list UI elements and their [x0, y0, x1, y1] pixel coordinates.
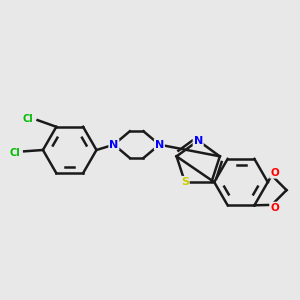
Text: N: N — [194, 136, 203, 146]
Text: O: O — [270, 168, 279, 178]
Text: S: S — [181, 177, 189, 187]
Text: Cl: Cl — [9, 148, 20, 158]
Text: Cl: Cl — [23, 114, 34, 124]
Text: N: N — [155, 140, 164, 150]
Text: O: O — [270, 202, 279, 213]
Text: N: N — [109, 140, 119, 150]
